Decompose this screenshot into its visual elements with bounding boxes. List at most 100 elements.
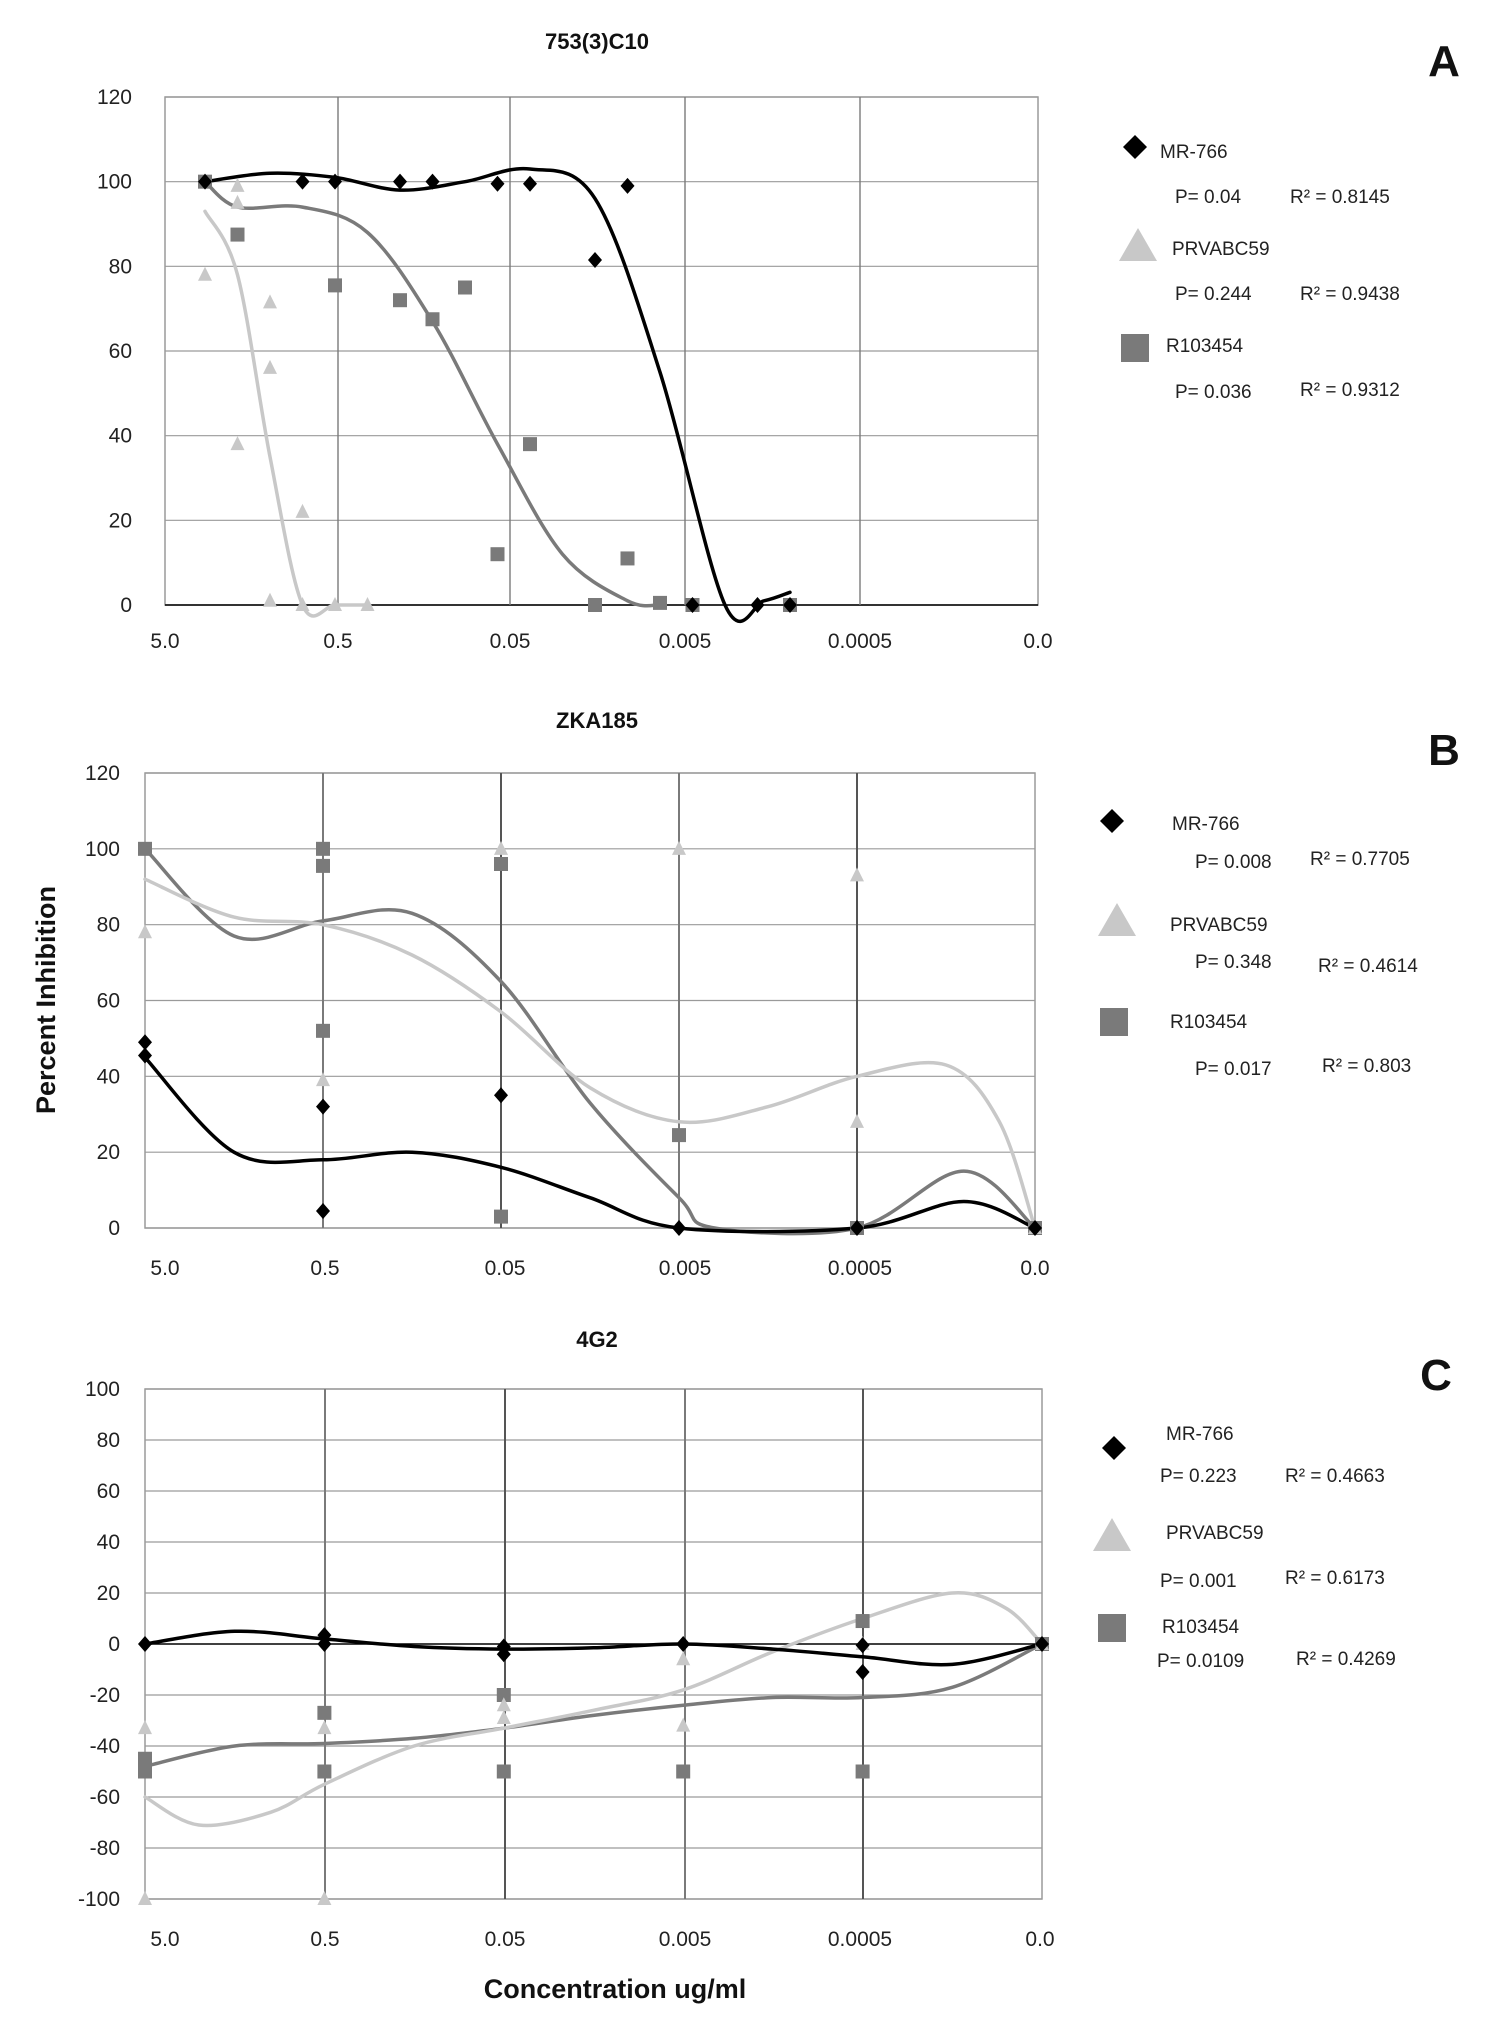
point-prvabc59	[328, 597, 342, 611]
point-r103454	[676, 1764, 691, 1779]
point-r103454	[458, 280, 472, 295]
panel-b-legend-r103454-label: R103454	[1170, 1012, 1248, 1033]
point-mr-766	[685, 597, 700, 613]
point-r103454	[316, 858, 330, 873]
y-tick-label: 120	[97, 86, 132, 109]
panel-b: ZKA185 B 120 100 80 60 40 20 0 5.0 0.5 0.05 0.005…	[31, 708, 1460, 1280]
point-r103454	[672, 1128, 686, 1143]
point-r103454	[317, 1705, 332, 1720]
point-r103454	[138, 1751, 152, 1766]
panel-a-gridlines	[165, 96, 1038, 606]
panel-a-x-ticks: 5.0 0.5 0.05 0.005 0.0005 0.0	[150, 630, 1052, 653]
panel-c-title: 4G2	[576, 1327, 618, 1352]
y-tick-label: -20	[90, 1684, 120, 1707]
x-tick-label: 0.005	[659, 630, 712, 653]
y-tick-label: 0	[108, 1633, 120, 1656]
y-tick-label: -40	[90, 1735, 120, 1758]
panel-b-legend-mr766-p: P= 0.008	[1195, 852, 1272, 873]
trend-curve-mr-766	[203, 166, 792, 624]
panel-a-legend-mr766-p: P= 0.04	[1175, 187, 1241, 208]
x-tick-label: 0.0005	[828, 630, 892, 653]
panel-b-legend-r103454-p: P= 0.017	[1195, 1059, 1272, 1080]
point-prvabc59	[496, 1709, 511, 1724]
panel-c-legend-mr766-r2: R² = 0.4663	[1285, 1466, 1385, 1487]
trend-curve-mr-766	[143, 1629, 1044, 1667]
point-mr-766	[676, 1636, 691, 1652]
panel-a-legend-r103454-marker	[1121, 334, 1149, 362]
panel-c-points	[138, 1614, 1049, 1905]
y-tick-label: -80	[90, 1837, 120, 1860]
panel-c-legend-prvabc59-r2: R² = 0.6173	[1285, 1568, 1385, 1589]
y-tick-label: 80	[97, 914, 120, 937]
point-mr-766	[317, 1627, 332, 1644]
x-tick-label: 0.005	[659, 1928, 712, 1951]
point-prvabc59	[494, 840, 508, 855]
point-mr-766	[496, 1646, 511, 1663]
panel-a-points	[198, 173, 797, 613]
panel-a-legend-prvabc59-p: P= 0.244	[1175, 284, 1252, 305]
point-prvabc59	[198, 266, 212, 281]
point-r103454	[490, 547, 505, 562]
panel-b-legend-r103454-r2: R² = 0.803	[1322, 1056, 1411, 1077]
panel-c-legend-r103454-p: P= 0.0109	[1157, 1651, 1244, 1672]
panel-c-legend: MR-766 P= 0.223 R² = 0.4663 PRVABC59 P= …	[1093, 1424, 1396, 1672]
x-tick-label: 5.0	[150, 1257, 179, 1280]
panel-a-y-ticks: 120 100 80 60 40 20 0	[97, 86, 132, 617]
point-mr-766	[138, 1636, 152, 1652]
x-tick-label: 0.05	[485, 1928, 526, 1951]
point-prvabc59	[138, 924, 152, 939]
point-r103454	[855, 1764, 870, 1779]
trend-curve-r103454	[143, 847, 1037, 1236]
point-r103454	[653, 595, 667, 610]
panel-c-legend-r103454-marker	[1098, 1614, 1126, 1642]
y-tick-label: 20	[109, 509, 132, 532]
panel-c-legend-r103454-label: R103454	[1162, 1617, 1240, 1638]
x-tick-label: 0.5	[310, 1257, 339, 1280]
panel-b-letter: B	[1428, 726, 1460, 775]
trend-curve-prvabc59	[143, 1591, 1044, 1828]
y-tick-label: 100	[85, 1378, 120, 1401]
x-tick-label: 0.5	[323, 630, 352, 653]
point-prvabc59	[850, 1113, 864, 1128]
point-mr-766	[425, 173, 440, 190]
x-tick-label: 5.0	[150, 630, 179, 653]
panel-c-legend-prvabc59-label: PRVABC59	[1166, 1523, 1264, 1544]
y-tick-label: 20	[97, 1141, 120, 1164]
point-r103454	[138, 841, 152, 856]
point-mr-766	[620, 177, 635, 194]
x-tick-label: 0.0005	[828, 1928, 892, 1951]
point-mr-766	[316, 1202, 330, 1219]
point-mr-766	[1035, 1636, 1049, 1652]
panel-b-legend-mr766-r2: R² = 0.7705	[1310, 849, 1410, 870]
panel-b-gridlines	[145, 772, 1035, 1229]
panel-a-legend-prvabc59-label: PRVABC59	[1172, 239, 1270, 260]
point-mr-766	[316, 1098, 330, 1115]
y-tick-label: 100	[85, 838, 120, 861]
panel-a-legend-mr766-label: MR-766	[1160, 142, 1228, 163]
y-tick-label: 60	[109, 340, 132, 363]
x-tick-label: 0.5	[310, 1928, 339, 1951]
panel-c-trend-curves	[143, 1591, 1044, 1828]
point-prvabc59	[230, 194, 245, 209]
point-mr-766	[523, 175, 537, 192]
panel-a-legend: MR-766 P= 0.04 R² = 0.8145 PRVABC59 P= 0…	[1119, 135, 1400, 403]
point-r103454	[494, 857, 508, 871]
y-tick-label: 0	[108, 1217, 120, 1240]
panel-a-legend-prvabc59-r2: R² = 0.9438	[1300, 284, 1400, 305]
point-prvabc59	[316, 1072, 330, 1087]
panel-a-legend-r103454-label: R103454	[1166, 336, 1244, 357]
point-prvabc59	[230, 177, 245, 192]
y-tick-label: 40	[97, 1065, 120, 1088]
point-r103454	[496, 1764, 511, 1779]
point-mr-766	[672, 1220, 686, 1236]
point-r103454	[494, 1209, 508, 1224]
panel-a-title: 753(3)C10	[545, 29, 649, 54]
panel-a: 753(3)C10 A 120 100 80 60 40 20 0 5.0 0.5 0.05 0.…	[97, 29, 1460, 653]
point-prvabc59	[263, 359, 277, 374]
trend-curve-prvabc59	[143, 877, 1037, 1230]
point-prvabc59	[230, 436, 245, 451]
y-tick-label: -60	[90, 1786, 120, 1809]
point-r103454	[316, 841, 330, 856]
point-prvabc59	[317, 1720, 332, 1735]
panel-b-legend-mr766-label: MR-766	[1172, 814, 1240, 835]
